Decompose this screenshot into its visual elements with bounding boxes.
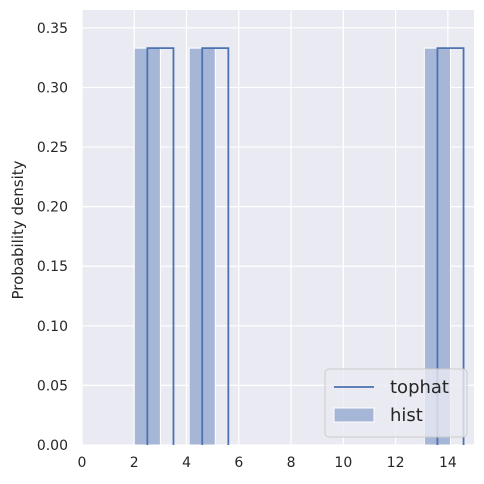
y-tick-label: 0.25 <box>37 140 68 156</box>
tophat-series <box>146 47 465 445</box>
y-tick-label: 0.30 <box>37 80 68 96</box>
x-tick-label: 8 <box>287 455 296 471</box>
tophat-step <box>201 47 230 445</box>
x-tick-label: 10 <box>334 455 352 471</box>
hist-bar <box>146 47 161 446</box>
y-tick-label: 0.35 <box>37 21 68 37</box>
y-tick-label: 0.10 <box>37 319 68 335</box>
x-tick-label: 12 <box>387 455 405 471</box>
x-tick-label: 6 <box>234 455 243 471</box>
x-tick-label: 2 <box>130 455 139 471</box>
y-tick-label: 0.00 <box>37 438 68 454</box>
x-tick-label: 14 <box>439 455 457 471</box>
x-tick-label: 0 <box>78 455 87 471</box>
x-tick-labels: 0 2 4 6 8 10 12 14 <box>78 455 457 471</box>
hist-bar <box>188 47 203 446</box>
legend-hist-label: hist <box>390 405 423 426</box>
y-axis-label: Probability density <box>9 160 27 299</box>
y-tick-label: 0.05 <box>37 378 68 394</box>
hist-bar <box>201 47 216 446</box>
y-tick-label: 0.15 <box>37 259 68 275</box>
hist-bar <box>133 47 148 446</box>
tophat-step <box>146 47 175 445</box>
y-tick-labels: 0.00 0.05 0.10 0.15 0.20 0.25 0.30 0.35 <box>37 21 68 454</box>
legend-tophat-label: tophat <box>390 377 449 398</box>
legend: tophat hist <box>324 368 468 438</box>
x-tick-label: 4 <box>182 455 191 471</box>
y-tick-label: 0.20 <box>37 200 68 216</box>
tophat-step <box>436 47 465 445</box>
legend-hist-swatch <box>333 407 375 423</box>
